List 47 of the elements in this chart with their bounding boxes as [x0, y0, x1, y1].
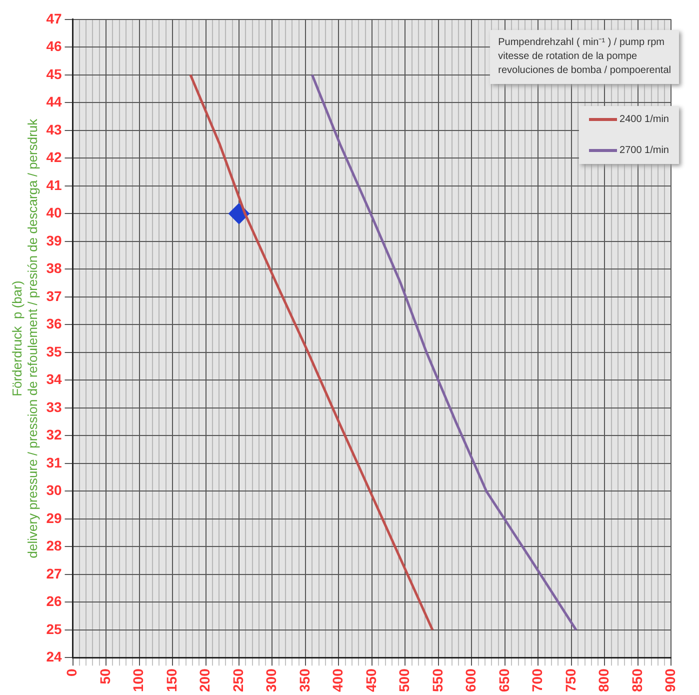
y-tick-label: 32	[46, 426, 62, 443]
y-tick-label: 44	[46, 94, 62, 110]
x-tick-label: 750	[562, 668, 578, 692]
y-tick-label: 27	[46, 565, 62, 582]
x-tick-label: 300	[263, 668, 280, 692]
y-tick-label: 42	[46, 149, 62, 166]
x-tick-label: 900	[662, 668, 678, 692]
y-tick-label: 45	[46, 66, 62, 82]
x-tick-label: 0	[64, 668, 80, 676]
y-tick-label: 39	[46, 232, 62, 248]
x-tick-label: 850	[628, 668, 645, 692]
y-tick-label: 43	[46, 121, 62, 138]
x-tick-label: 250	[230, 668, 246, 692]
x-tick-label: 450	[362, 668, 379, 692]
y-axis-title: Förderdruck p (bar) delivery pressure / pression de refoulement / presión de descarga / persdruk	[9, 118, 40, 558]
x-tick-label: 100	[130, 668, 146, 692]
y-tick-label: 37	[46, 288, 62, 304]
legend-label: 2400 1/min	[620, 114, 669, 125]
y-tick-label: 26	[46, 593, 62, 609]
x-tick-label: 50	[96, 668, 113, 684]
x-tick-label: 150	[163, 668, 180, 692]
x-tick-label: 400	[330, 668, 346, 692]
y-tick-label: 47	[46, 10, 62, 26]
x-tick-label: 700	[529, 668, 546, 692]
x-tick-label: 650	[496, 668, 512, 692]
legend-label: 2700 1/min	[620, 145, 669, 156]
y-tick-label: 38	[46, 260, 62, 276]
y-tick-label: 36	[46, 316, 62, 332]
x-tick-label: 500	[396, 668, 412, 692]
x-tick-label: 800	[596, 668, 612, 692]
x-tick-label: 550	[429, 668, 446, 692]
y-tick-label: 28	[46, 538, 62, 554]
y-tick-label: 24	[46, 648, 62, 664]
y-tick-label: 34	[46, 371, 62, 388]
y-tick-label: 25	[46, 620, 62, 637]
y-tick-label: 41	[46, 176, 62, 193]
x-tick-label: 350	[296, 668, 312, 692]
x-tick-label: 600	[462, 668, 479, 692]
y-tick-label: 33	[46, 398, 62, 415]
y-tick-label: 40	[46, 204, 62, 221]
x-tick-label: 200	[196, 668, 213, 692]
y-tick-label: 46	[46, 38, 62, 54]
y-tick-label: 30	[46, 482, 62, 498]
y-tick-label: 35	[46, 343, 62, 360]
y-tick-label: 31	[46, 454, 62, 470]
legend-title: Pumpendrehzahl ( min⁻¹ ) / pump rpm vitesse de rotation de la pompe revoluciones de bomba / pompoerental	[498, 36, 671, 78]
y-tick-label: 29	[46, 510, 62, 526]
